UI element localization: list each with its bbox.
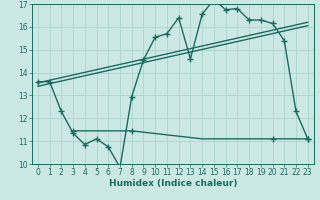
X-axis label: Humidex (Indice chaleur): Humidex (Indice chaleur) bbox=[108, 179, 237, 188]
